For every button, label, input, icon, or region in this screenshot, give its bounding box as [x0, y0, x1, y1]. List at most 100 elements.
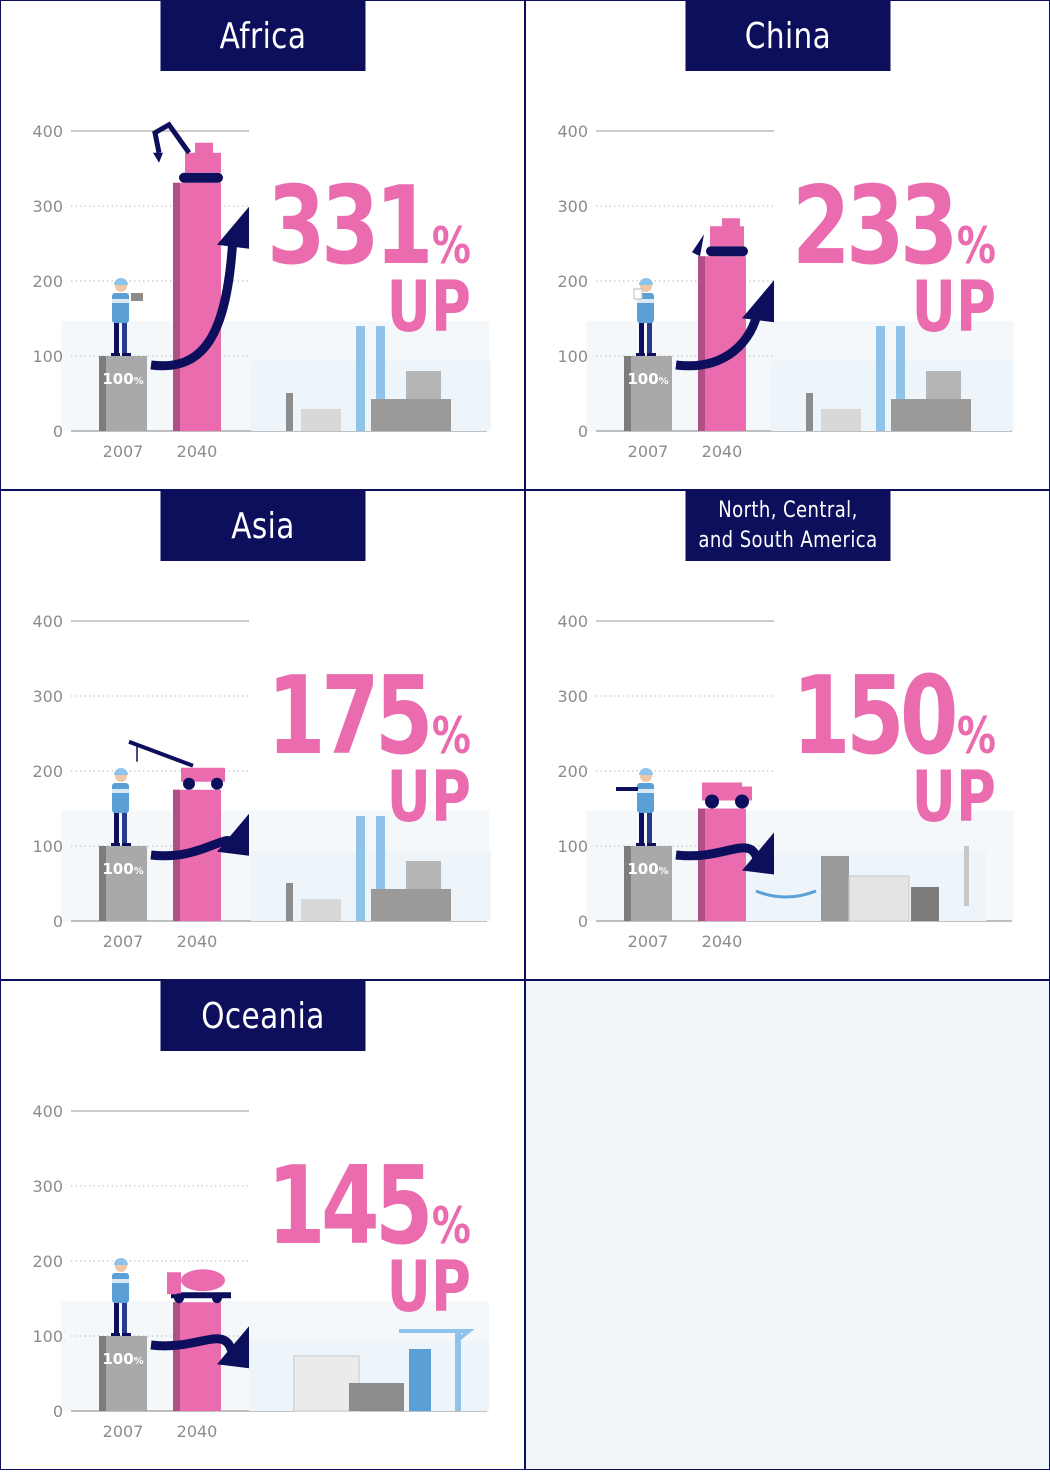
- region-title: Asia: [160, 491, 366, 561]
- headline-number: 145: [267, 1143, 429, 1269]
- factory-skyline-icon: [771, 326, 1011, 431]
- worker-icon: [111, 768, 131, 846]
- x-tick-label: 2007: [103, 1422, 144, 1441]
- headline-suffix: UP: [387, 756, 471, 837]
- x-tick-label: 2040: [177, 442, 218, 461]
- bar-2007: [99, 846, 147, 921]
- y-tick-label: 0: [53, 1402, 63, 1421]
- y-tick-label: 200: [557, 272, 588, 291]
- base-value-number: 100: [102, 370, 133, 388]
- headline-number: 331: [267, 163, 429, 289]
- bar-shade: [173, 182, 180, 431]
- y-tick-label: 200: [557, 762, 588, 781]
- region-title: China: [685, 1, 891, 71]
- y-tick-label: 400: [32, 122, 63, 141]
- crane-truck-icon: [128, 739, 225, 790]
- x-tick-label: 2040: [702, 932, 743, 951]
- bar-shade: [99, 846, 106, 921]
- growth-arrow-head: [217, 1326, 249, 1369]
- base-value-unit: %: [134, 376, 144, 387]
- base-value-unit: %: [659, 866, 669, 877]
- bridge-factory-skyline-icon: [746, 846, 986, 922]
- pointing-worker-icon: [616, 768, 656, 846]
- x-tick-label: 2007: [103, 442, 144, 461]
- base-value-unit: %: [659, 376, 669, 387]
- region-panel: China 0 100 200 300 400 2007 2040 100% 233% UP: [525, 0, 1050, 490]
- headline-unit: %: [957, 216, 996, 275]
- bar-shade: [99, 356, 106, 431]
- growth-arrow-head: [217, 813, 249, 856]
- growth-arrow-shaft: [675, 843, 763, 864]
- base-value-number: 100: [102, 860, 133, 878]
- y-tick-label: 300: [557, 687, 588, 706]
- bar-2007: [624, 356, 672, 431]
- y-tick-label: 100: [557, 347, 588, 366]
- base-value-label: 100%: [627, 860, 668, 878]
- growth-arrow: [675, 280, 774, 371]
- headline-unit: %: [957, 706, 996, 765]
- headline-unit: %: [432, 706, 471, 765]
- region-panel: Asia 0 100 200 300 400 2007 2040 100% 175% UP: [0, 490, 525, 980]
- bar-shade: [698, 256, 705, 431]
- base-value-number: 100: [627, 370, 658, 388]
- y-tick-label: 100: [557, 837, 588, 856]
- bar-2040: [698, 808, 746, 921]
- region-panel: North, Central, and South America 0 100 200…: [525, 490, 1050, 980]
- growth-arrow-shaft: [150, 1334, 238, 1358]
- worker-with-plan-icon: [633, 278, 656, 356]
- region-title: Oceania: [160, 981, 366, 1051]
- headline-number: 150: [792, 653, 955, 779]
- base-value-label: 100%: [102, 370, 143, 388]
- bar-shade: [173, 1302, 180, 1411]
- saluting-worker-icon: [111, 1258, 131, 1336]
- x-tick-label: 2007: [103, 932, 144, 951]
- bar-2007: [99, 356, 147, 431]
- bar-shade: [624, 356, 631, 431]
- growth-arrow-shaft: [150, 236, 238, 371]
- bar-2007: [99, 1336, 147, 1411]
- y-tick-label: 200: [32, 762, 63, 781]
- base-value-number: 100: [627, 860, 658, 878]
- y-tick-label: 200: [32, 1252, 63, 1271]
- headline-suffix: UP: [912, 756, 996, 837]
- y-tick-label: 200: [32, 272, 63, 291]
- base-value-unit: %: [134, 1356, 144, 1367]
- y-tick-label: 0: [578, 912, 588, 931]
- y-tick-label: 0: [53, 912, 63, 931]
- growth-arrow: [150, 1326, 249, 1369]
- headline-number: 233: [792, 163, 954, 289]
- dump-truck-icon: [702, 782, 752, 809]
- y-tick-label: 0: [578, 422, 588, 441]
- factory-skyline-icon: [251, 816, 491, 921]
- y-tick-label: 300: [32, 687, 63, 706]
- base-value-number: 100: [102, 1350, 133, 1368]
- bar-2040: [173, 182, 221, 431]
- growth-arrow: [675, 832, 774, 875]
- y-tick-label: 100: [32, 1327, 63, 1346]
- growth-arrow-shaft: [675, 309, 763, 371]
- y-tick-label: 300: [557, 197, 588, 216]
- y-tick-label: 400: [557, 122, 588, 141]
- x-tick-label: 2040: [177, 932, 218, 951]
- x-tick-label: 2007: [628, 932, 669, 951]
- growth-arrow-head: [217, 206, 249, 249]
- bar-shade: [624, 846, 631, 921]
- growth-arrow: [150, 813, 249, 861]
- headline-suffix: UP: [387, 1246, 471, 1327]
- headline-unit: %: [432, 216, 471, 275]
- headline-unit: %: [432, 1196, 471, 1255]
- headline-value: 175%: [267, 653, 471, 779]
- y-tick-label: 0: [53, 422, 63, 441]
- concrete-mixer-icon: [167, 1269, 231, 1304]
- x-tick-label: 2040: [177, 1422, 218, 1441]
- headline-value: 331%: [267, 163, 471, 289]
- bar-shade: [698, 808, 705, 921]
- port-crane-skyline-icon: [249, 1329, 489, 1412]
- y-tick-label: 300: [32, 197, 63, 216]
- excavator-icon: [152, 121, 223, 183]
- bar-2040: [173, 1302, 221, 1411]
